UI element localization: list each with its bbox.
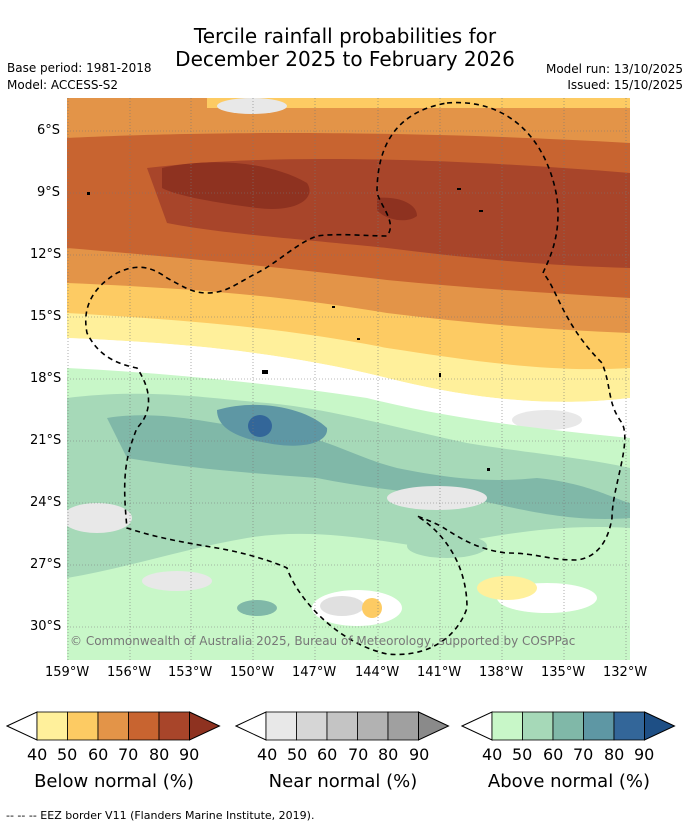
near-normal-colorbar	[235, 711, 450, 741]
colorbar-segment	[522, 711, 554, 741]
copyright-notice: © Commonwealth of Australia 2025, Bureau…	[70, 634, 576, 648]
near-tick: 90	[409, 745, 430, 764]
above-70-area	[217, 404, 328, 446]
below-tick: 70	[118, 745, 139, 764]
above-60-patch-south	[237, 600, 277, 616]
lon-label: 132°W	[603, 665, 648, 680]
near-40-patch-4	[67, 503, 132, 533]
issued-date: Issued: 15/10/2025	[567, 78, 683, 92]
lat-label: 15°S	[30, 309, 62, 324]
colorbar-segment	[158, 711, 190, 741]
lat-label: 27°S	[30, 557, 62, 572]
colorbar-min-triangle	[6, 711, 38, 741]
near-neutral-band	[67, 338, 630, 438]
colorbar-segment	[296, 711, 328, 741]
below-tick: 50	[57, 745, 78, 764]
above-normal-colorbar	[461, 711, 676, 741]
lon-label: 150°W	[230, 665, 275, 680]
eez-source-note: -- -- -- EEZ border V11 (Flanders Marine…	[6, 809, 315, 822]
above-50-patch-south	[407, 534, 487, 558]
base-period: Base period: 1981-2018	[7, 61, 152, 75]
lat-label: 9°S	[37, 185, 61, 200]
lon-label: 141°W	[417, 665, 462, 680]
colorbar-segment	[265, 711, 297, 741]
map-title-line2: December 2025 to February 2026	[175, 47, 515, 71]
near-40-patch-2	[217, 98, 287, 114]
above-80-patch	[248, 415, 272, 437]
above-normal-title: Above normal (%)	[487, 771, 651, 792]
near-tick: 70	[348, 745, 369, 764]
below-tick: 60	[88, 745, 109, 764]
colorbar-segment	[583, 711, 615, 741]
lon-label: 147°W	[292, 665, 337, 680]
near-40-patch-3	[387, 486, 487, 510]
colorbar-segment	[552, 711, 584, 741]
below-90-area	[162, 162, 310, 209]
lat-label: 18°S	[30, 371, 62, 386]
above-tick: 50	[512, 745, 533, 764]
near-tick: 60	[317, 745, 338, 764]
colorbar-segment	[491, 711, 523, 741]
colorbar-max-triangle	[644, 711, 676, 741]
colorbar-max-triangle	[189, 711, 221, 741]
colorbar-segment	[128, 711, 160, 741]
near-tick: 40	[257, 745, 278, 764]
above-tick: 90	[634, 745, 655, 764]
graticule	[67, 98, 630, 660]
lat-label: 21°S	[30, 433, 62, 448]
colorbar-segment	[36, 711, 68, 741]
lon-label: 144°W	[355, 665, 400, 680]
below-normal-title: Below normal (%)	[34, 771, 194, 792]
lat-label: 24°S	[30, 495, 62, 510]
lat-label: 12°S	[30, 247, 62, 262]
above-tick: 80	[604, 745, 625, 764]
below-tick: 40	[27, 745, 48, 764]
model-run-date: Model run: 13/10/2025	[545, 62, 683, 76]
lon-label: 156°W	[107, 665, 152, 680]
model-name: Model: ACCESS-S2	[7, 78, 119, 92]
below-tick: 80	[149, 745, 170, 764]
colorbar-min-triangle	[461, 711, 493, 741]
below-50-patch-south	[362, 598, 382, 618]
colorbar-segment	[357, 711, 389, 741]
lon-label: 135°W	[541, 665, 586, 680]
near-40-patch-6	[142, 571, 212, 591]
rainfall-probability-map	[67, 98, 630, 660]
near-40-patch-5	[320, 596, 364, 616]
below-40-patch-south	[477, 576, 537, 600]
below-normal-colorbar	[6, 711, 221, 741]
eez-border	[85, 101, 626, 656]
colorbar-segment	[97, 711, 129, 741]
above-tick: 60	[543, 745, 564, 764]
above-tick: 70	[573, 745, 594, 764]
colorbar-max-triangle	[418, 711, 450, 741]
islands	[87, 188, 490, 471]
lat-label: 30°S	[30, 619, 62, 634]
near-normal-title: Near normal (%)	[268, 771, 418, 792]
near-40-patch-1	[512, 410, 582, 430]
colorbar-min-triangle	[235, 711, 267, 741]
above-60-area	[107, 415, 630, 519]
map-title-line1: Tercile rainfall probabilities for	[193, 24, 497, 48]
above-tick: 40	[482, 745, 503, 764]
near-tick: 80	[378, 745, 399, 764]
colorbar-segment	[613, 711, 645, 741]
colorbar-segment	[387, 711, 419, 741]
lon-label: 153°W	[168, 665, 213, 680]
lon-label: 159°W	[45, 665, 90, 680]
below-tick: 90	[179, 745, 200, 764]
lon-label: 138°W	[479, 665, 524, 680]
near-tick: 50	[287, 745, 308, 764]
lat-label: 6°S	[37, 123, 61, 138]
colorbar-segment	[326, 711, 358, 741]
colorbar-segment	[67, 711, 99, 741]
